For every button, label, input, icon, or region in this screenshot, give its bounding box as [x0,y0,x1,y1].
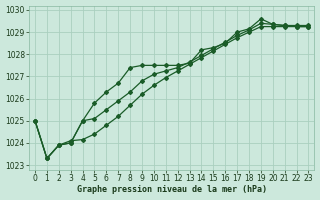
X-axis label: Graphe pression niveau de la mer (hPa): Graphe pression niveau de la mer (hPa) [77,185,267,194]
